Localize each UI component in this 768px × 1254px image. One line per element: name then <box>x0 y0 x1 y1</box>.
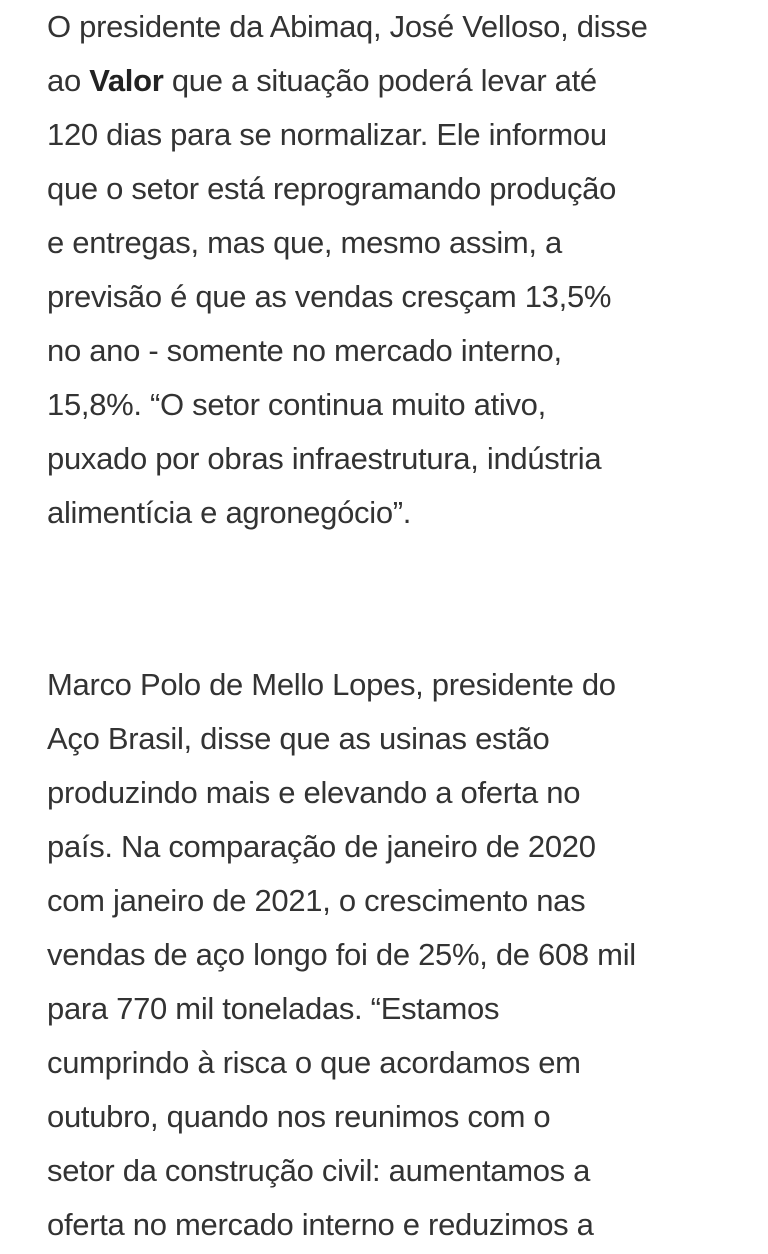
text-line: 120 dias para se normalizar. Ele informo… <box>47 117 607 152</box>
text-line: cumprindo à risca o que acordamos em <box>47 1045 581 1080</box>
text-line: 15,8%. “O setor continua muito ativo, <box>47 387 546 422</box>
text-line: ao Valor que a situação poderá levar até <box>47 54 747 108</box>
text-line: outubro, quando nos reunimos com o <box>47 1099 551 1134</box>
article-paragraph-aco-brasil: Marco Polo de Mello Lopes, presidente do… <box>47 658 747 1252</box>
text-line: e entregas, mas que, mesmo assim, a <box>47 225 563 260</box>
text-line: que o setor está reprogramando produção <box>47 171 617 206</box>
publication-name-bold: Valor <box>89 63 164 98</box>
text-line: vendas de aço longo foi de 25%, de 608 m… <box>47 937 636 972</box>
text-line: no ano - somente no mercado interno, <box>47 333 562 368</box>
text-line: puxado por obras infraestrutura, indústr… <box>47 441 602 476</box>
text-line: O presidente da Abimaq, José Velloso, di… <box>47 9 648 44</box>
text-segment: ao <box>47 63 90 98</box>
text-line: Marco Polo de Mello Lopes, presidente do <box>47 667 616 702</box>
text-line: previsão é que as vendas cresçam 13,5% <box>47 279 612 314</box>
text-line: alimentícia e agronegócio”. <box>47 495 412 530</box>
text-line: produzindo mais e elevando a oferta no <box>47 775 581 810</box>
text-line: oferta no mercado interno e reduzimos a <box>47 1207 594 1242</box>
text-segment: que a situação poderá levar até <box>163 63 597 98</box>
article-paragraph-abimaq: O presidente da Abimaq, José Velloso, di… <box>47 0 747 540</box>
text-line: país. Na comparação de janeiro de 2020 <box>47 829 596 864</box>
text-line: com janeiro de 2021, o crescimento nas <box>47 883 586 918</box>
text-line: setor da construção civil: aumentamos a <box>47 1153 591 1188</box>
text-line: Aço Brasil, disse que as usinas estão <box>47 721 550 756</box>
text-line: para 770 mil toneladas. “Estamos <box>47 991 500 1026</box>
